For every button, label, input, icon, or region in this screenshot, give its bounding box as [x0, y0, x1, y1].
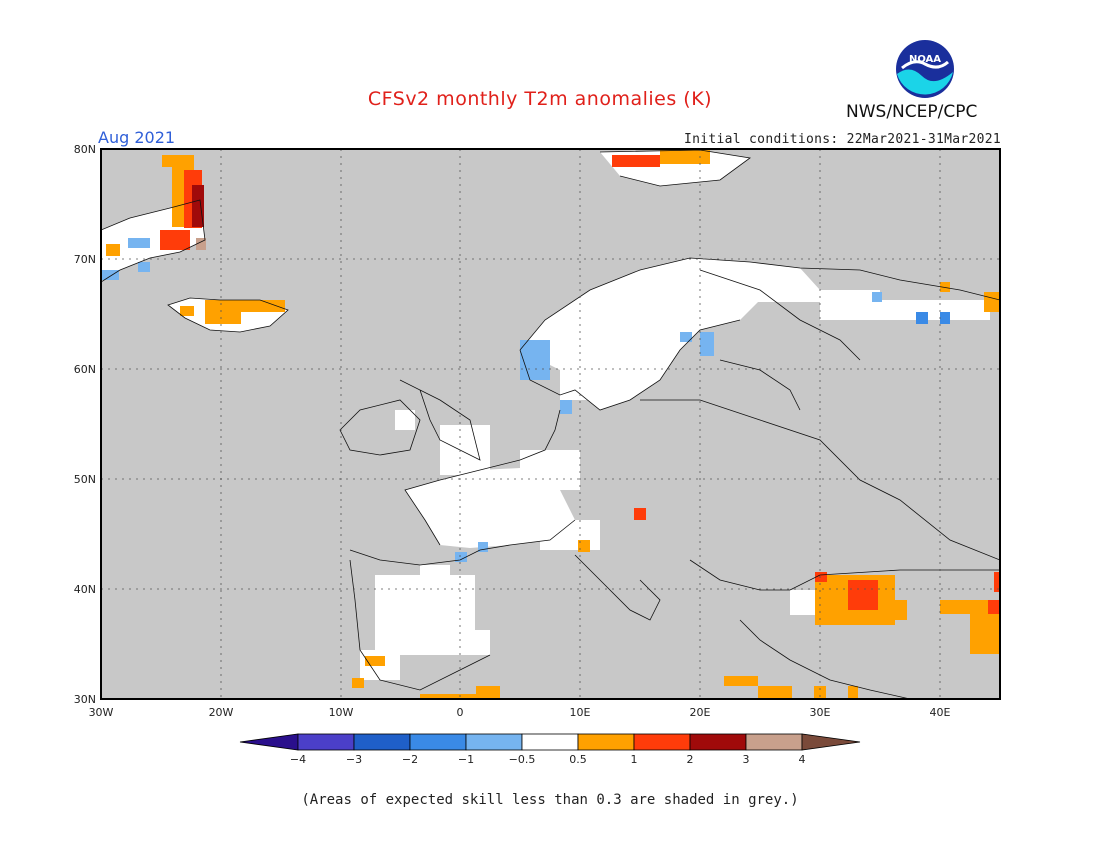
lon-label: 10W: [329, 706, 354, 719]
legend-tick-label: −1: [458, 753, 474, 766]
lon-label: 10E: [570, 706, 591, 719]
legend-tick-label: 2: [687, 753, 694, 766]
western-europe-anomaly: [352, 410, 646, 688]
legend-bin: [633, 733, 691, 751]
lat-label: 80N: [74, 143, 96, 156]
lat-labels: 80N 70N 60N 50N 40N 30N: [74, 143, 96, 706]
legend-bin: [689, 733, 747, 751]
lat-label: 40N: [74, 583, 96, 596]
turkey-anomaly: [420, 572, 1000, 699]
legend-bin: [465, 733, 523, 751]
lat-label: 50N: [74, 473, 96, 486]
lon-label: 0: [457, 706, 464, 719]
logo-text: NOAA: [909, 54, 941, 65]
legend-bin: [239, 733, 299, 751]
map-frame: [100, 148, 1001, 700]
legend-bin: [521, 733, 579, 751]
color-legend: [239, 733, 861, 751]
lon-label: 20E: [690, 706, 711, 719]
legend-tick-label: −4: [290, 753, 306, 766]
footnote: (Areas of expected skill less than 0.3 a…: [301, 792, 799, 808]
valid-month-label: Aug 2021: [98, 128, 176, 147]
coastlines: [101, 149, 1000, 699]
map-title: CFSv2 monthly T2m anomalies (K): [367, 88, 713, 110]
legend-bin: [297, 733, 355, 751]
lon-labels: 30W 20W 10W 0 10E 20E 30E 40E: [89, 706, 951, 719]
svalbard-anomaly: [600, 150, 750, 186]
legend-tick-label: −3: [346, 753, 362, 766]
color-legend-labels: −4 −3 −2 −1 −0.5 0.5 1 2 3 4: [290, 753, 806, 766]
organization-label: NWS/NCEP/CPC: [846, 102, 978, 122]
noaa-logo: NOAA: [895, 39, 955, 99]
legend-bin: [745, 733, 803, 751]
legend-tick-label: 3: [743, 753, 750, 766]
lat-label: 30N: [74, 693, 96, 706]
lat-label: 70N: [74, 253, 96, 266]
legend-tick-label: −2: [402, 753, 418, 766]
legend-bin: [409, 733, 467, 751]
greenland-anomaly: [101, 155, 206, 282]
legend-bin: [801, 733, 861, 751]
lat-label: 60N: [74, 363, 96, 376]
lon-label: 20W: [209, 706, 234, 719]
iceland-anomaly: [168, 298, 288, 332]
legend-bin: [577, 733, 635, 751]
legend-tick-label: 4: [799, 753, 806, 766]
lon-label: 40E: [930, 706, 951, 719]
graticule: [101, 149, 1000, 699]
lon-label: 30E: [810, 706, 831, 719]
initial-conditions-label: Initial conditions: 22Mar2021-31Mar2021: [684, 132, 1001, 147]
legend-tick-label: −0.5: [509, 753, 536, 766]
legend-tick-label: 0.5: [569, 753, 587, 766]
lon-label: 30W: [89, 706, 114, 719]
legend-bin: [353, 733, 411, 751]
scandinavia-anomaly: [520, 258, 1000, 414]
legend-tick-label: 1: [631, 753, 638, 766]
